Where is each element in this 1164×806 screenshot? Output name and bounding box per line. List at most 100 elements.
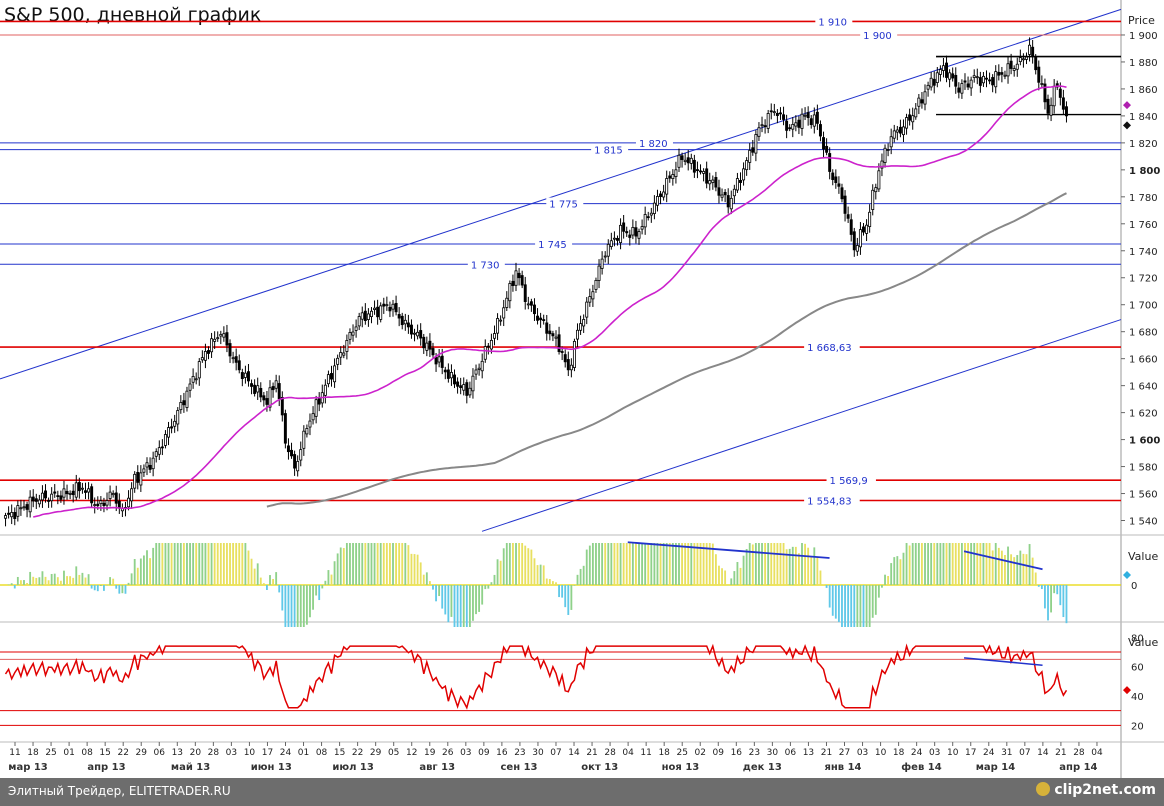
oscillator-y-tick-label: 20 [1131,721,1144,732]
candle-body [920,99,924,104]
candle-body [225,332,229,346]
level-label-bg [860,28,898,41]
candle-body [957,87,961,93]
candle-body [234,356,238,363]
candle-body [883,147,887,163]
candle-body [185,390,189,408]
candle-body [720,194,724,198]
candle-body [680,155,684,160]
candle-body [449,372,453,379]
candle-body [59,495,63,500]
candle-body [80,487,84,490]
candle-body [1012,68,1016,71]
clip2net-logo[interactable]: clip2net.com [1036,782,1156,798]
chart-canvas: S&P 500, дневной график Price 1 540 1 560 1 … [0,0,1164,778]
y-tick-label: 1 840 [1129,112,1158,123]
candle-body [963,80,967,83]
x-month-label: авг 13 [419,762,455,773]
x-month-label: мар 13 [8,762,48,773]
y-tick-label: 1 600 [1129,436,1160,447]
candle-body [739,180,742,183]
candle-body [714,177,718,188]
candle-body [207,350,210,354]
candle-body [286,445,290,453]
last-price-marker [1123,121,1131,130]
x-month-label: сен 13 [501,762,538,773]
candle-body [200,357,204,361]
candle-body [797,119,801,128]
candle-body [130,488,134,502]
x-day-label: 28 [604,748,616,758]
x-day-label: 31 [1001,748,1012,758]
x-day-label: 01 [298,748,309,758]
candle-body [511,280,515,287]
footer-bar: Элитный Трейдер, ELITETRADER.RU clip2net… [0,778,1164,806]
candle-body [456,381,460,387]
candle-body [542,319,546,321]
x-day-label: 08 [316,748,328,758]
clip2net-logo-text: clip2net.com [1054,782,1156,798]
candle-body [379,305,383,320]
candle-body [705,168,709,184]
x-day-label: 21 [821,748,832,758]
candle-body [785,120,789,131]
candle-body [877,170,881,190]
candle-body [1052,85,1056,107]
candle-body [969,79,973,89]
candle-body [852,231,856,251]
candle-body [105,500,109,506]
level-label-bg [804,494,860,507]
candle-body [1043,83,1047,103]
candle-body [686,157,690,164]
candle-body [757,127,761,137]
candle-body [394,302,398,313]
candle-body [1009,60,1013,69]
candle-body [985,77,988,80]
candle-body [422,336,426,349]
candle-body [643,214,647,228]
candle-body [489,339,493,350]
x-day-label: 02 [695,748,706,758]
oscillator-last-marker [1123,686,1131,695]
x-day-label: 07 [550,748,561,758]
candle-body [945,62,949,78]
candle-body [259,388,263,398]
candle-body [342,352,346,356]
candle-body [231,357,235,360]
candle-body [932,78,936,86]
price-bars [4,37,1068,527]
candle-body [50,493,54,502]
candle-body [662,191,666,198]
level-label-bg [635,136,673,149]
candle-body [529,301,533,306]
candle-body [160,446,164,449]
candle-body [360,312,364,320]
candle-body [77,482,81,492]
candle-body [139,472,143,486]
candle-body [47,500,51,502]
candle-body [717,187,721,196]
candle-body [194,378,198,381]
candle-body [299,449,303,461]
x-day-label: 16 [731,748,743,758]
x-day-label: 21 [586,748,597,758]
candle-body [253,384,257,394]
x-day-label: 07 [1019,748,1030,758]
candle-body [849,219,853,235]
candle-body [197,361,201,379]
candle-body [692,159,696,173]
oscillator-y-tick-label: 60 [1131,663,1144,674]
candle-body [745,160,749,171]
x-day-label: 08 [81,748,93,758]
candle-body [397,314,401,319]
x-day-label: 18 [658,748,670,758]
x-day-label: 28 [1073,748,1085,758]
candle-body [246,371,250,382]
candle-body [499,319,503,322]
candle-body [791,124,795,130]
candle-body [539,317,543,321]
candle-body [474,369,478,375]
candle-body [914,108,918,118]
candle-body [40,492,44,501]
candle-body [858,229,862,248]
